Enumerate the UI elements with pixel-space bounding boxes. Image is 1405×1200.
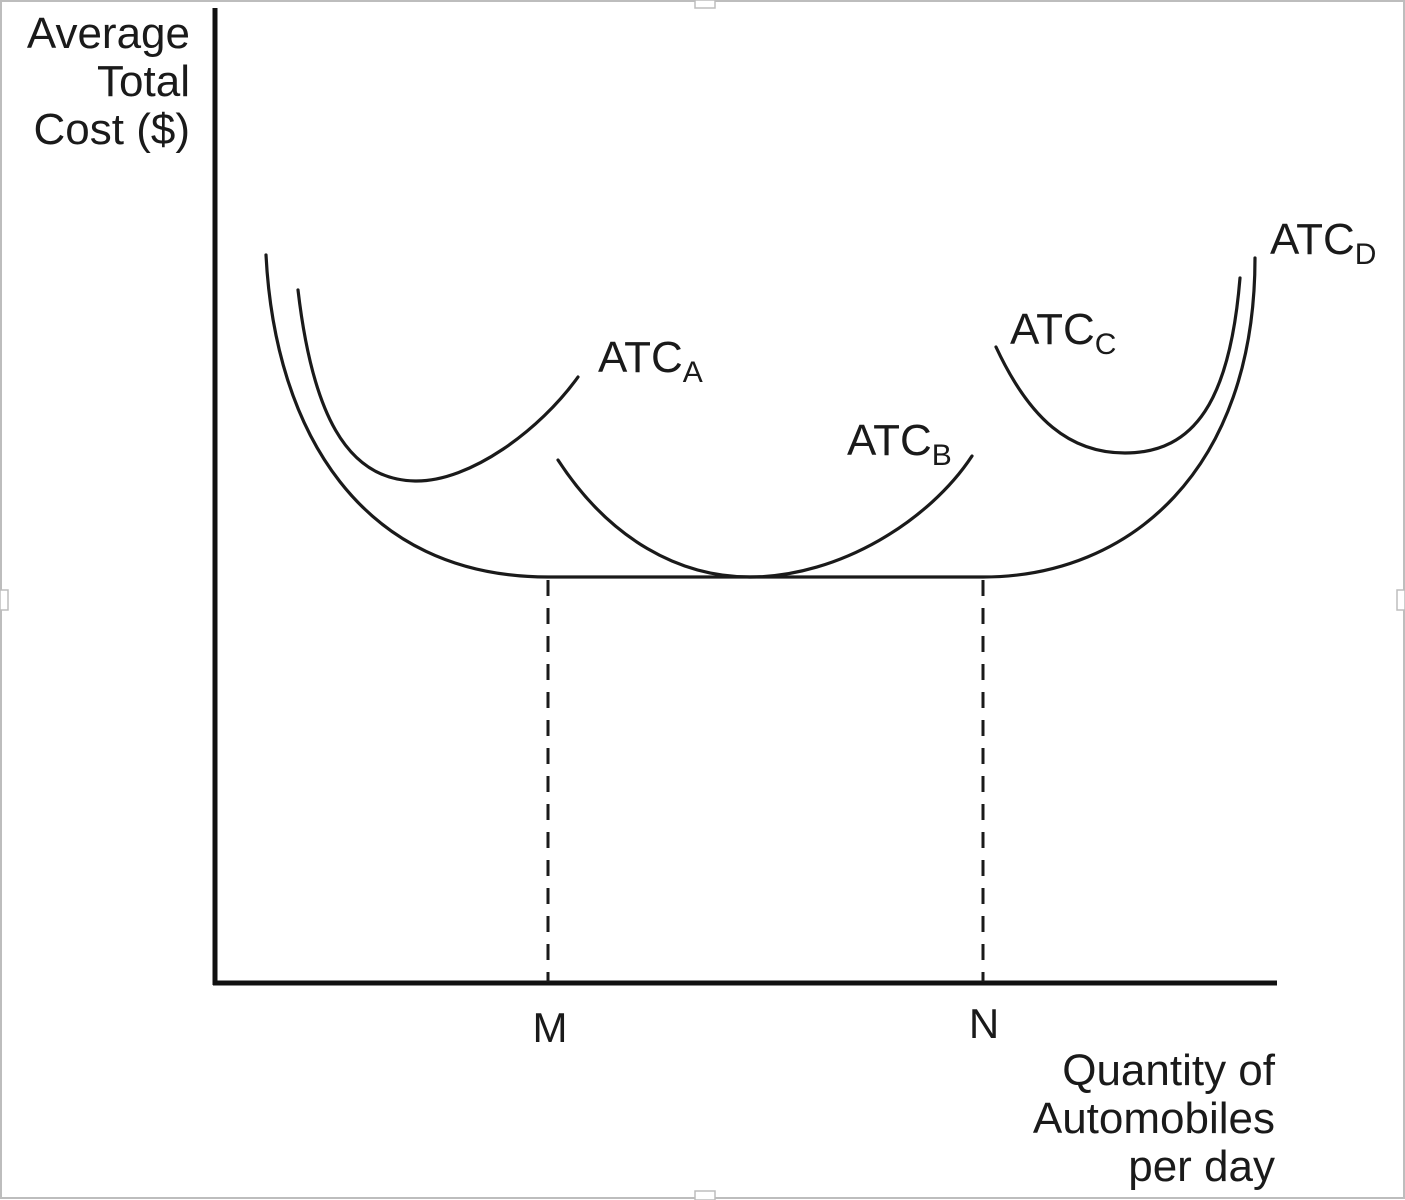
- label-atc-b-main: ATC: [847, 416, 932, 465]
- x-axis-title-line-3: per day: [1128, 1142, 1275, 1191]
- x-axis-title-line-1: Quantity of: [1062, 1046, 1276, 1095]
- label-atc-c: ATCC: [1010, 305, 1116, 361]
- curve-atc-b: [556, 454, 974, 579]
- label-atc-a: ATCA: [598, 333, 703, 389]
- curve-atc-c: [994, 276, 1242, 455]
- label-atc-a-main: ATC: [598, 333, 683, 382]
- label-atc-c-main: ATC: [1010, 305, 1095, 354]
- label-atc-b-sub: B: [932, 439, 952, 472]
- label-atc-a-sub: A: [683, 356, 703, 389]
- x-axis-title-line-2: Automobiles: [1033, 1094, 1275, 1143]
- x-tick-m: M: [533, 1004, 568, 1051]
- frame-handle-bottom: [694, 1190, 716, 1200]
- curve-atc-a: [296, 288, 580, 483]
- y-axis-title-line-3: Cost ($): [34, 105, 190, 154]
- label-atc-d: ATCD: [1270, 215, 1376, 271]
- label-atc-d-sub: D: [1355, 238, 1377, 271]
- frame-handle-right: [1396, 589, 1405, 611]
- y-axis-title-line-1: Average: [27, 9, 190, 58]
- label-atc-d-main: ATC: [1270, 215, 1355, 264]
- y-axis-title-line-2: Total: [97, 57, 190, 106]
- label-atc-b: ATCB: [847, 416, 952, 472]
- long-run-atc-envelope: [264, 253, 1257, 579]
- x-tick-n: N: [969, 1000, 999, 1047]
- label-atc-c-sub: C: [1095, 328, 1117, 361]
- frame-handle-top: [694, 0, 716, 9]
- frame-handle-left: [0, 589, 9, 611]
